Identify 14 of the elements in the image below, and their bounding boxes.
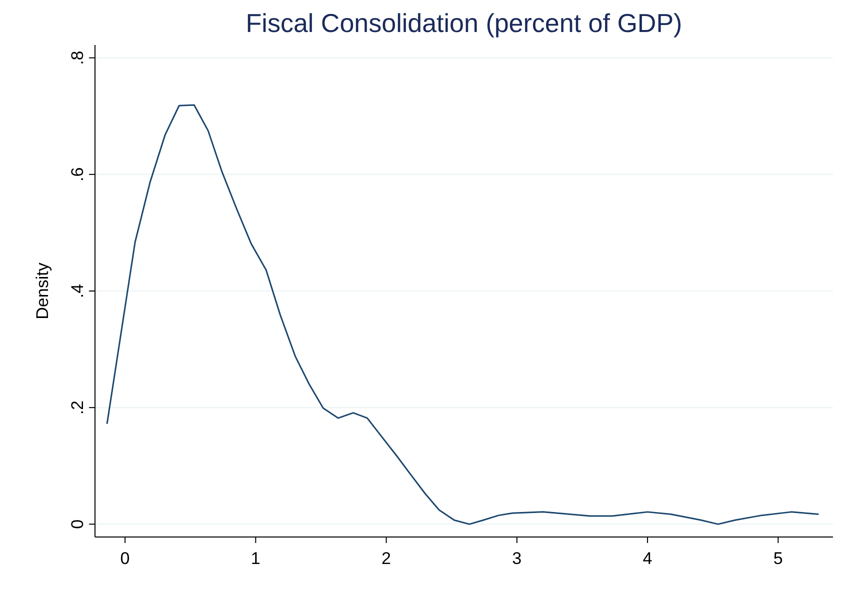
y-tick-label: .2 bbox=[68, 400, 87, 415]
x-tick-label: 1 bbox=[250, 549, 260, 568]
chart-title: Fiscal Consolidation (percent of GDP) bbox=[246, 8, 682, 38]
x-tick-label: 4 bbox=[642, 549, 652, 568]
x-tick-label: 3 bbox=[512, 549, 522, 568]
x-tick-label: 2 bbox=[382, 549, 392, 568]
x-tick-label: 5 bbox=[773, 549, 783, 568]
x-tick-label: 0 bbox=[120, 549, 130, 568]
y-axis-title: Density bbox=[33, 262, 52, 320]
y-tick-label: .8 bbox=[68, 50, 87, 65]
y-tick-label: 0 bbox=[68, 519, 87, 529]
y-tick-label: .6 bbox=[68, 167, 87, 182]
y-tick-label: .4 bbox=[68, 284, 87, 298]
line-series bbox=[106, 104, 820, 525]
